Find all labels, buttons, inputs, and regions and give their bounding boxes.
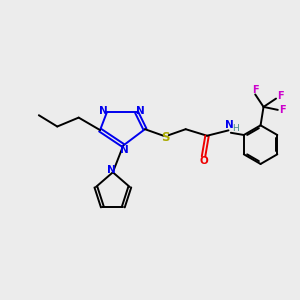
Text: O: O	[199, 156, 208, 166]
Text: F: F	[279, 106, 286, 116]
Text: F: F	[252, 85, 259, 95]
Text: N: N	[136, 106, 145, 116]
Text: N: N	[120, 145, 129, 155]
Text: N: N	[107, 165, 116, 175]
Text: F: F	[277, 91, 284, 100]
Text: N: N	[225, 120, 233, 130]
Text: S: S	[161, 131, 170, 144]
Text: N: N	[99, 106, 107, 116]
Text: H: H	[232, 124, 238, 133]
